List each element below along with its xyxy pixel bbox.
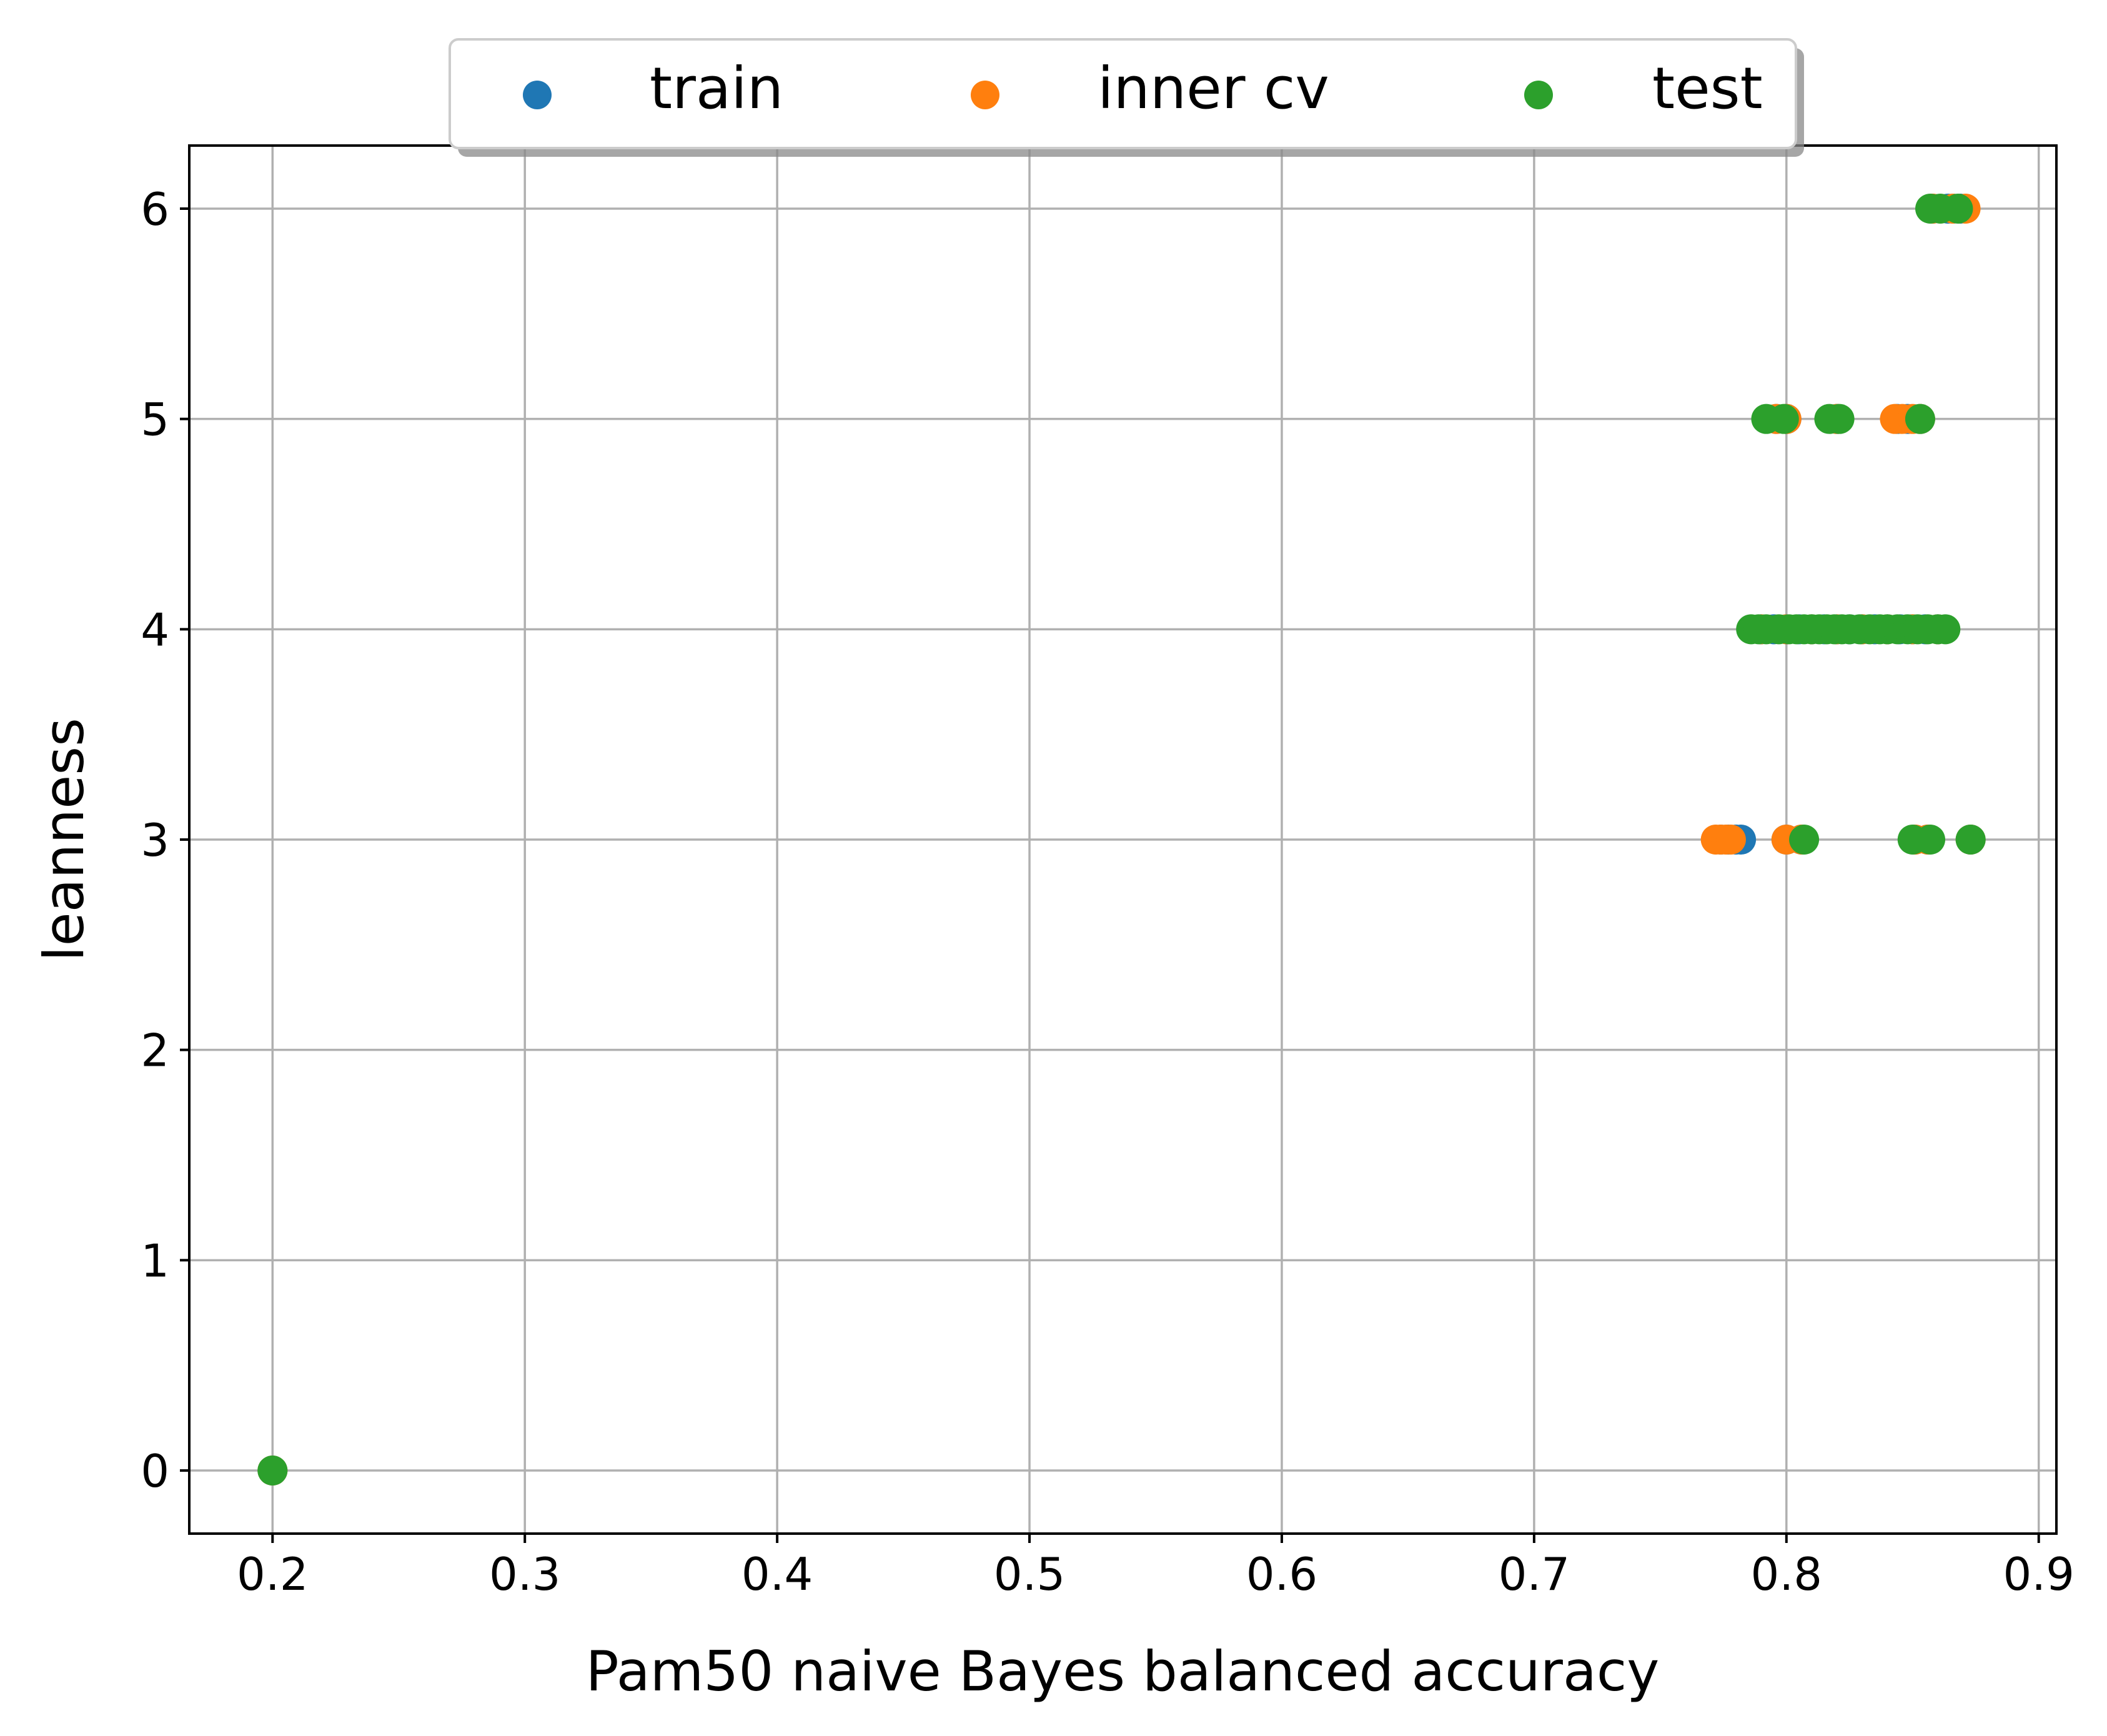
point-test <box>1789 825 1820 855</box>
x-tick-label: 0.8 <box>1751 1548 1823 1600</box>
point-test <box>1955 825 1986 855</box>
point-test <box>1943 194 1973 224</box>
x-tick-label: 0.3 <box>489 1548 561 1600</box>
x-tick-label: 0.5 <box>994 1548 1066 1600</box>
x-axis-ticks: 0.2 0.3 0.4 0.5 0.6 0.7 0.8 0.9 <box>237 1534 2075 1600</box>
point-test <box>1915 825 1946 855</box>
legend-label-inner-cv: inner cv <box>1098 55 1329 122</box>
x-tick-label: 0.4 <box>741 1548 813 1600</box>
point-test <box>1824 404 1855 434</box>
legend: train inner cv test <box>449 38 1804 157</box>
point-test <box>257 1456 288 1486</box>
y-tick-label: 5 <box>141 394 169 446</box>
point-inner-cv <box>1715 825 1746 855</box>
y-axis-label: leanness <box>32 718 96 961</box>
legend-marker-train <box>523 81 552 109</box>
y-tick-label: 6 <box>141 183 169 236</box>
x-tick-label: 0.2 <box>237 1548 309 1600</box>
legend-label-train: train <box>650 55 783 122</box>
y-axis-ticks: 0 1 2 3 4 5 6 <box>141 183 189 1497</box>
legend-box <box>449 38 1797 149</box>
point-test <box>1768 404 1799 434</box>
legend-label-test: test <box>1652 55 1763 122</box>
y-tick-label: 2 <box>141 1024 169 1077</box>
x-tick-label: 0.6 <box>1246 1548 1318 1600</box>
data-points <box>257 194 1986 1486</box>
y-tick-label: 4 <box>141 603 169 656</box>
x-tick-label: 0.9 <box>2003 1548 2075 1600</box>
y-tick-label: 1 <box>141 1234 169 1287</box>
point-test <box>1905 404 1935 434</box>
legend-marker-inner-cv <box>971 81 999 109</box>
legend-marker-test <box>1524 81 1553 109</box>
y-tick-label: 3 <box>141 814 169 866</box>
point-test <box>1930 614 1961 645</box>
y-tick-label: 0 <box>141 1445 169 1497</box>
x-axis-label: Pam50 naive Bayes balanced accuracy <box>586 1639 1660 1704</box>
x-tick-label: 0.7 <box>1499 1548 1570 1600</box>
